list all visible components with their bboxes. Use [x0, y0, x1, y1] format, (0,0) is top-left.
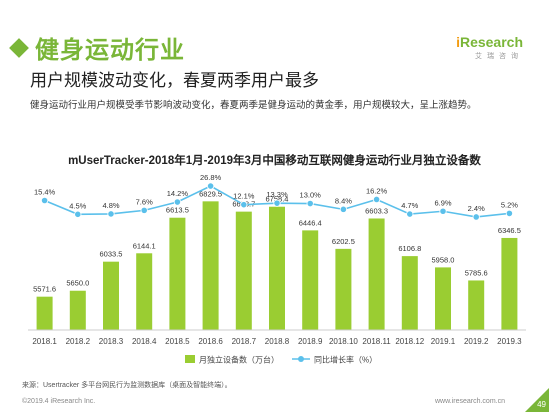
growth-point: [472, 213, 480, 221]
page-title: 健身运动行业: [35, 37, 185, 64]
x-tick-label: 2019.2: [464, 337, 489, 346]
page-corner: [525, 388, 549, 412]
bar-value-label: 5650.0: [66, 279, 89, 288]
x-tick-label: 2019.3: [497, 337, 522, 346]
bar-value-label: 6033.5: [100, 250, 123, 259]
growth-value-label: 6.9%: [434, 198, 451, 207]
bar-value-label: 6758.4: [266, 195, 289, 204]
title-row: 健身运动行业: [9, 30, 185, 65]
legend-bar-swatch: [185, 355, 195, 363]
growth-point: [306, 199, 314, 208]
growth-value-label: 13.3%: [266, 190, 288, 199]
growth-point: [273, 199, 281, 207]
growth-value-label: 12.1%: [233, 192, 255, 201]
bar-value-label: 6829.5: [199, 189, 222, 198]
iresearch-logo: iResearch 艾瑞咨询: [456, 34, 523, 61]
bar-value-label: 5785.6: [465, 268, 488, 277]
growth-point: [207, 182, 215, 190]
bar: [136, 253, 153, 330]
growth-point: [406, 210, 414, 218]
bar-value-label: 6144.1: [133, 241, 156, 250]
bar-value-label: 5958.0: [432, 255, 455, 264]
growth-point: [240, 201, 248, 209]
bar: [401, 256, 418, 330]
growth-value-label: 4.8%: [102, 201, 119, 210]
growth-point: [372, 195, 381, 204]
bar: [103, 261, 119, 330]
bar-value-label: 6202.5: [332, 237, 355, 246]
growth-point: [439, 207, 447, 215]
x-tick-label: 2018.6: [198, 337, 223, 346]
growth-point: [505, 209, 513, 218]
x-tick-label: 2018.9: [298, 337, 323, 346]
growth-value-label: 4.7%: [401, 201, 418, 210]
bar: [69, 290, 86, 330]
chart-title: mUserTracker-2018年1月-2019年3月中国移动互联网健身运动行…: [68, 155, 481, 167]
website-link[interactable]: www.iresearch.com.cn: [434, 398, 505, 405]
page-description: 健身运动行业用户规模受季节影响波动变化，春夏两季是健身运动的黄金季，用户规模较大…: [30, 100, 477, 111]
growth-value-label: 5.2%: [501, 200, 518, 209]
bar: [169, 217, 186, 330]
bar: [468, 280, 485, 330]
growth-point: [173, 198, 181, 206]
x-tick-label: 2018.10: [329, 337, 358, 346]
legend-bar-label: 月独立设备数（万台）: [199, 355, 279, 365]
logo-subtext: 艾瑞咨询: [475, 53, 523, 60]
bar: [235, 211, 252, 330]
page-subtitle: 用户规模波动变化，春夏两季用户最多: [30, 71, 319, 90]
bar: [269, 206, 285, 330]
bar-value-label: 6106.8: [398, 244, 421, 253]
x-tick-label: 2018.11: [362, 337, 391, 346]
logo-prefix: i: [456, 34, 460, 50]
copyright: ©2019.4 iResearch Inc.: [22, 398, 96, 405]
growth-value-label: 16.2%: [366, 186, 388, 195]
x-tick-label: 2018.2: [66, 337, 91, 346]
bar: [368, 218, 385, 330]
growth-point: [40, 196, 49, 205]
legend-line-label: 同比增长率（%）: [314, 355, 377, 365]
growth-value-label: 15.4%: [34, 187, 56, 196]
growth-point: [74, 210, 82, 218]
growth-value-label: 2.4%: [468, 204, 485, 213]
x-tick-label: 2018.8: [265, 337, 290, 346]
source-note: 来源：Usertracker 多平台网民行为监测数据库（桌面及智能终端）。: [22, 382, 232, 389]
bar-value-label: 6603.3: [365, 206, 388, 215]
x-tick-label: 2018.5: [165, 337, 190, 346]
growth-value-label: 4.5%: [69, 201, 86, 210]
bar: [435, 267, 451, 330]
growth-value-label: 8.4%: [335, 196, 352, 205]
bar-value-label: 6446.4: [299, 218, 322, 227]
x-tick-label: 2018.4: [132, 337, 157, 346]
legend-line-marker: [298, 356, 304, 362]
bar: [501, 237, 518, 330]
bar-value-label: 6613.5: [166, 206, 189, 215]
growth-point: [140, 206, 148, 214]
x-tick-label: 2018.3: [99, 337, 124, 346]
growth-point: [107, 210, 115, 218]
bar: [36, 296, 53, 330]
x-tick-label: 2018.1: [32, 337, 57, 346]
x-tick-label: 2019.1: [431, 337, 456, 346]
x-tick-label: 2018.12: [395, 337, 424, 346]
bar: [335, 248, 352, 330]
growth-value-label: 14.2%: [167, 189, 189, 198]
growth-value-label: 26.8%: [200, 173, 222, 182]
bar-value-label: 6346.5: [498, 226, 521, 235]
logo-text: iResearch: [456, 34, 523, 50]
bar-value-label: 5571.6: [33, 285, 56, 294]
x-tick-label: 2018.7: [232, 337, 257, 346]
page-number: 49: [537, 400, 546, 409]
growth-point: [339, 205, 347, 213]
growth-value-label: 13.0%: [300, 191, 322, 200]
logo-main-text: Research: [459, 34, 523, 50]
bar: [302, 230, 319, 330]
bar: [202, 201, 219, 330]
growth-value-label: 7.6%: [136, 197, 153, 206]
